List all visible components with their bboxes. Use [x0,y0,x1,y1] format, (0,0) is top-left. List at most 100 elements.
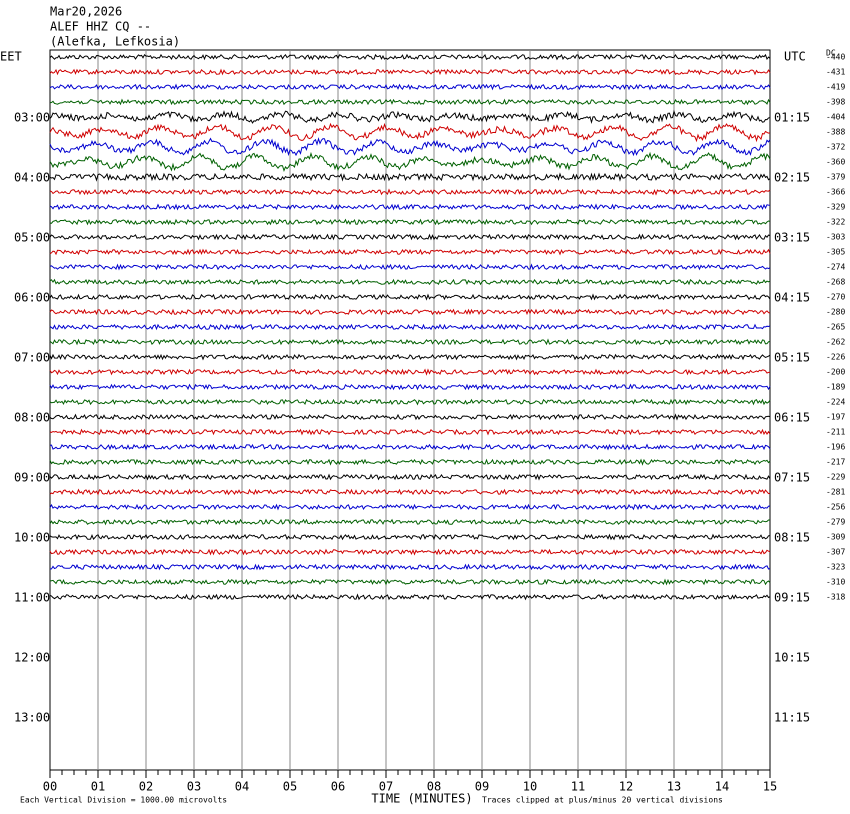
x-tick-label: 15 [763,780,777,794]
dc-offset: -366 [826,188,845,197]
dc-offset: -360 [826,158,845,167]
left-time: 13:00 [14,711,50,725]
left-time: 05:00 [14,231,50,245]
x-tick-label: 03 [187,780,201,794]
x-axis-title: TIME (MINUTES) [371,792,472,806]
plot-frame [49,49,771,771]
x-tick-label: 13 [667,780,681,794]
footer-left: Each Vertical Division = 1000.00 microvo… [20,796,227,805]
dc-label: DC [826,49,836,58]
left-time: 11:00 [14,591,50,605]
x-tick-label: 10 [523,780,537,794]
right-time: 10:15 [774,651,810,665]
x-tick-label: 12 [619,780,633,794]
trace [49,473,771,481]
x-tick-label: 01 [91,780,105,794]
dc-offset: -226 [826,353,845,362]
x-tick-label: 02 [139,780,153,794]
right-time: 07:15 [774,471,810,485]
location: (Alefka, Lefkosia) [50,35,180,49]
trace [49,263,771,271]
dc-offset: -379 [826,173,845,182]
dc-offset: -256 [826,503,845,512]
trace [49,278,771,286]
trace [49,518,770,526]
left-time: 04:00 [14,171,50,185]
dc-offset: -189 [826,383,845,392]
trace [49,488,771,496]
x-tick-label: 11 [571,780,585,794]
dc-offset: -305 [826,248,845,257]
dc-offset: -309 [826,533,845,542]
right-axis-label: UTC [784,50,806,64]
x-tick-label: 00 [43,780,57,794]
left-time: 10:00 [14,531,50,545]
dc-offset: -398 [826,98,845,107]
dc-offset: -310 [826,578,845,587]
x-tick-label: 14 [715,780,729,794]
dc-offset: -262 [826,338,845,347]
dc-offset: -281 [826,488,845,497]
trace [49,548,771,556]
dc-offset: -280 [826,308,845,317]
trace [49,68,771,76]
dc-offset: -419 [826,83,845,92]
trace [49,383,771,391]
dc-offset: -323 [826,563,845,572]
date: Mar20,2026 [50,5,122,19]
x-tick-label: 05 [283,780,297,794]
trace [49,53,771,61]
footer-right: Traces clipped at plus/minus 20 vertical… [482,796,723,805]
trace [49,248,771,256]
dc-offset: -265 [826,323,845,332]
dc-offset: -200 [826,368,845,377]
dc-offset: -307 [826,548,845,557]
dc-offset: -322 [826,218,845,227]
left-time: 07:00 [14,351,50,365]
dc-offset: -279 [826,518,845,527]
dc-offset: -303 [826,233,845,242]
trace [49,98,771,106]
dc-offset: -440 [826,53,845,62]
trace [49,109,771,125]
dc-offset: -274 [826,263,845,272]
dc-offset: -270 [826,293,845,302]
trace [49,83,771,91]
dc-offset: -268 [826,278,845,287]
trace [49,443,771,451]
trace [49,533,771,541]
trace [49,368,771,376]
dc-offset: -404 [826,113,845,122]
trace [49,503,771,511]
right-time: 06:15 [774,411,810,425]
right-time: 01:15 [774,111,810,125]
left-time: 06:00 [14,291,50,305]
trace [49,151,771,172]
right-time: 03:15 [774,231,810,245]
x-tick-label: 08 [427,780,441,794]
dc-offset: -318 [826,593,845,602]
trace [49,188,771,196]
station: ALEF HHZ CQ -- [50,20,151,34]
right-time: 11:15 [774,711,810,725]
x-tick-label: 09 [475,780,489,794]
trace [49,458,771,466]
dc-offset: -197 [826,413,845,422]
left-time: 03:00 [14,111,50,125]
trace [49,338,771,346]
dc-offset: -211 [826,428,845,437]
trace [49,308,771,316]
left-time: 08:00 [14,411,50,425]
right-time: 09:15 [774,591,810,605]
trace [49,293,771,301]
dc-offset: -196 [826,443,845,452]
trace [49,413,771,421]
dc-offset: -224 [826,398,845,407]
trace [49,398,771,406]
x-tick-label: 04 [235,780,249,794]
trace [49,578,771,586]
trace [49,593,771,601]
trace [49,428,771,436]
dc-offset: -217 [826,458,845,467]
